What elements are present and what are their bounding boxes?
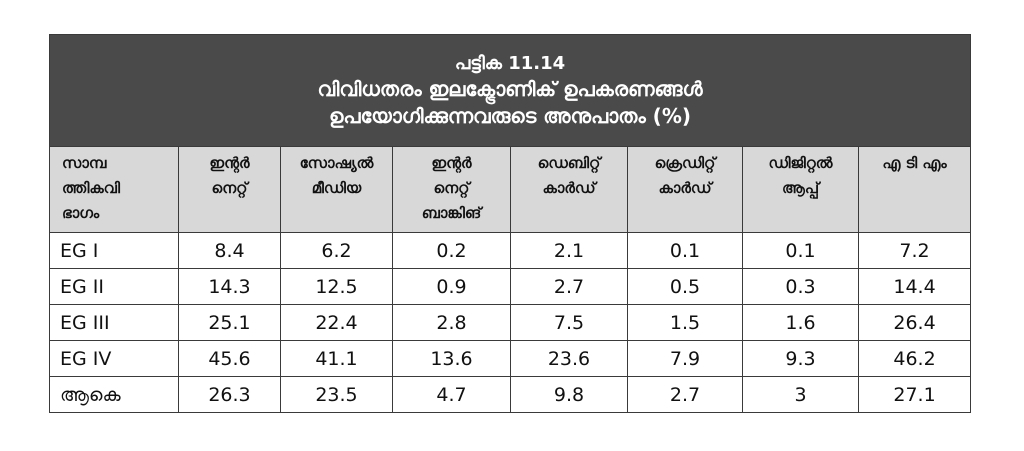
table-cell: 7.5	[510, 304, 628, 341]
table-title-line-1: വിവിധതരം ഇലക്ട്രോണിക് ഉപകരണങ്ങൾ	[317, 76, 703, 101]
table-cell: 25.1	[178, 304, 281, 341]
header-text-line: ആപ്പ്	[781, 179, 819, 197]
table-row: EG II 14.3 12.5 0.9 2.7 0.5 0.3 14.4	[49, 268, 972, 305]
table-cell: 2.7	[627, 376, 743, 413]
header-social-media: സോഷ്യൽ മീഡിയ	[280, 146, 393, 233]
table-cell: 0.1	[742, 232, 859, 269]
header-row: സാമ്പ ത്തികവി ഭാഗം ഇന്റർ നെറ്റ് സോഷ്യൽ മീഡിയ ഇന…	[49, 146, 972, 233]
header-text-line: സാമ്പ	[62, 154, 107, 172]
header-text-line: നെറ്റ്	[211, 179, 248, 197]
header-text-line: ത്തികവി	[62, 179, 121, 197]
total-row: ആകെ 26.3 23.5 4.7 9.8 2.7 3 27.1	[49, 376, 972, 413]
header-debit-card: ഡെബിറ്റ് കാർഡ്	[510, 146, 628, 233]
row-label: ആകെ	[49, 376, 179, 413]
table-cell: 46.2	[857, 340, 972, 377]
table-cell: 14.3	[178, 268, 281, 305]
table-row: EG IV 45.6 41.1 13.6 23.6 7.9 9.3 46.2	[49, 340, 972, 377]
header-text-line: നെറ്റ്	[433, 179, 470, 197]
data-table: പട്ടിക 11.14 വിവിധതരം ഇലക്ട്രോണിക് ഉപകരണ…	[48, 34, 972, 413]
header-credit-card: ക്രെഡിറ്റ് കാർഡ്	[627, 146, 743, 233]
table-cell: 6.2	[280, 232, 393, 269]
table-cell: 26.3	[178, 376, 281, 413]
header-text-line: എ ടി എം	[882, 154, 947, 172]
table-title: പട്ടിക 11.14 വിവിധതരം ഇലക്ട്രോണിക് ഉപകരണ…	[48, 34, 972, 147]
table-number: പട്ടിക 11.14	[454, 52, 566, 74]
table-cell: 0.1	[627, 232, 743, 269]
table-title-line-2: ഉപയോഗിക്കുന്നവരുടെ അനുപാതം (%)	[329, 103, 692, 128]
row-label: EG III	[49, 304, 179, 341]
table-cell: 14.4	[857, 268, 972, 305]
title-row: പട്ടിക 11.14 വിവിധതരം ഇലക്ട്രോണിക് ഉപകരണ…	[48, 34, 972, 147]
header-internet-banking: ഇന്റർ നെറ്റ് ബാങ്കിങ്	[392, 146, 511, 233]
table-cell: 1.5	[627, 304, 743, 341]
table-cell: 23.5	[280, 376, 393, 413]
table-cell: 0.9	[392, 268, 511, 305]
table-cell: 0.3	[742, 268, 859, 305]
header-text-line: ഇന്റർ	[431, 154, 472, 172]
header-text-line: സോഷ്യൽ	[299, 154, 374, 172]
table-cell: 3	[742, 376, 859, 413]
header-text-line: മീഡിയ	[311, 179, 362, 197]
table-cell: 7.2	[857, 232, 972, 269]
header-text-line: ക്രെഡിറ്റ്	[654, 154, 716, 172]
table-cell: 7.9	[627, 340, 743, 377]
row-label: EG I	[49, 232, 179, 269]
header-text-line: ബാങ്കിങ്	[421, 204, 482, 222]
table-cell: 9.8	[510, 376, 628, 413]
table-cell: 2.7	[510, 268, 628, 305]
table-cell: 0.2	[392, 232, 511, 269]
table-cell: 26.4	[857, 304, 972, 341]
table-row: EG III 25.1 22.4 2.8 7.5 1.5 1.6 26.4	[49, 304, 972, 341]
header-digital-app: ഡിജിറ്റൽ ആപ്പ്	[742, 146, 859, 233]
table-cell: 22.4	[280, 304, 393, 341]
table-row: EG I 8.4 6.2 0.2 2.1 0.1 0.1 7.2	[49, 232, 972, 269]
table-cell: 41.1	[280, 340, 393, 377]
table-cell: 2.8	[392, 304, 511, 341]
header-text-line: ഡെബിറ്റ്	[537, 154, 601, 172]
table-cell: 13.6	[392, 340, 511, 377]
table-cell: 0.5	[627, 268, 743, 305]
table-cell: 23.6	[510, 340, 628, 377]
table-cell: 12.5	[280, 268, 393, 305]
table-cell: 27.1	[857, 376, 972, 413]
table-cell: 4.7	[392, 376, 511, 413]
header-text-line: ഡിജിറ്റൽ	[768, 154, 833, 172]
header-text-line: കാർഡ്	[542, 179, 596, 197]
table-cell: 8.4	[178, 232, 281, 269]
row-label: EG II	[49, 268, 179, 305]
row-label: EG IV	[49, 340, 179, 377]
header-text-line: ഇന്റർ	[209, 154, 250, 172]
table-cell: 2.1	[510, 232, 628, 269]
table-body: EG I 8.4 6.2 0.2 2.1 0.1 0.1 7.2 EG II 14.3 12.5 0.…	[49, 232, 972, 413]
table-cell: 45.6	[178, 340, 281, 377]
table-cell: 9.3	[742, 340, 859, 377]
header-text-line: കാർഡ്	[658, 179, 712, 197]
header-economic-group: സാമ്പ ത്തികവി ഭാഗം	[49, 146, 179, 233]
header-atm: എ ടി എം	[857, 146, 972, 233]
header-text-line: ഭാഗം	[62, 204, 100, 222]
header-internet: ഇന്റർ നെറ്റ്	[178, 146, 281, 233]
table-cell: 1.6	[742, 304, 859, 341]
